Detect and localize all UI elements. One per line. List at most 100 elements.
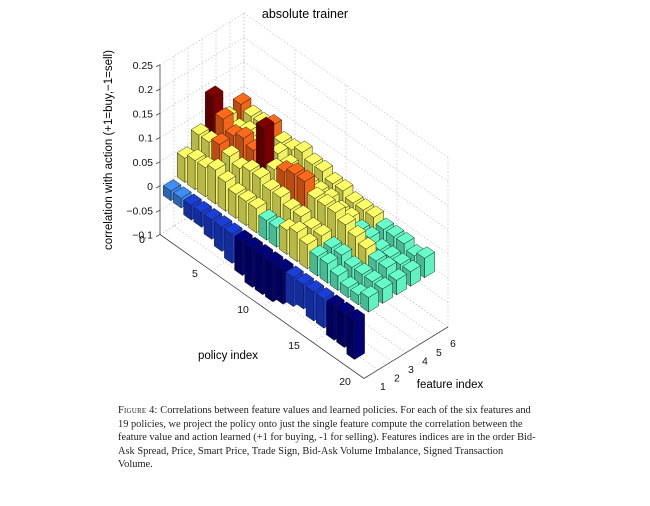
bar-chart-3d: absolute trainer correlation with action… [103,7,483,393]
bar-top [337,213,357,226]
bar-top [296,169,316,182]
bar-top [309,244,329,257]
bar-side [315,293,325,329]
feature-tick-label: 1 [380,381,386,393]
policy-tick-label: 20 [339,376,351,388]
bar-top [313,224,332,237]
feature-tick-label: 6 [450,338,456,350]
bar-top [204,85,224,98]
bar-top [319,252,339,265]
bar-top [242,104,262,117]
bar-side [197,161,206,198]
y-axis-label: feature index [417,379,484,391]
gridline [159,61,245,114]
z-tick-label: 0.05 [133,157,154,169]
bar-top [375,217,395,230]
bar-top [315,287,335,300]
z-tick-label: 0.15 [133,108,154,120]
z-tick-label: −0.05 [126,205,153,217]
bar-side [326,300,335,341]
z-tick-label: −0.1 [132,230,153,242]
bar-top [295,272,315,285]
bar-top [286,162,306,175]
bar-top [172,186,192,199]
bar-top [333,243,353,256]
gridline [159,37,245,90]
bar-top [282,197,302,210]
z-tick-label: 0.25 [133,60,154,72]
bar-top [217,170,237,183]
bar-side [244,242,253,288]
z-tick [155,161,161,165]
bar-top [302,216,322,230]
bar-top [254,244,274,257]
bar-top [235,126,255,139]
z-tick [155,64,161,68]
bar-top [255,116,275,129]
bar-top [244,236,264,249]
bar-side [275,264,284,305]
bar-top [223,222,243,235]
bar-top [274,258,294,271]
bar-side [217,176,226,212]
bar [360,285,380,313]
bar-top [385,224,405,237]
feature-tick-label: 4 [422,355,428,367]
bar-side [187,154,196,191]
bar-top [248,196,267,209]
bar-top [395,232,415,245]
policy-tick-label: 10 [237,304,249,316]
bar-top [365,205,385,218]
feature-tick-label: 2 [394,373,400,385]
z-tick-label: 0 [147,181,153,193]
bar-top [323,236,343,249]
bar-top [251,166,271,179]
chart-title: absolute trainer [262,7,348,21]
bar-top [374,277,394,290]
bar-top [193,200,213,213]
bar [388,268,408,296]
bar-top [272,185,292,198]
bar-side [336,307,345,348]
bar-top [381,245,401,258]
bar-side [224,228,233,264]
bar-top [327,201,346,214]
bar [346,308,366,360]
bar-top [344,191,364,204]
z-axis-label: correlation with action (+1=buy,−1=sell) [103,50,115,250]
bar-top [388,268,408,281]
figure-caption: Figure 4: Correlations between feature v… [118,404,538,472]
bar-top [304,152,323,165]
bar-top [258,208,278,221]
bar-top [190,123,210,136]
bar-top [221,144,241,157]
bar-top [273,131,293,144]
bar-top [288,220,308,233]
bar-top [367,249,387,262]
gridline [159,85,245,138]
bar-top [262,178,281,191]
z-tick-label: 0.1 [138,133,153,145]
caption-label: Figure 4: [118,405,158,416]
bar-side [254,250,263,296]
bar-side [207,164,216,205]
bar-top [237,189,257,202]
zero-label: 0 [139,234,145,246]
bar-top [186,148,206,161]
bar-top [392,252,411,265]
bar-top [241,159,261,172]
bar-top [371,238,391,251]
x-axis-label: policy index [198,350,258,362]
bar-top [353,262,373,275]
bar-top [355,198,374,211]
axis-labels: absolute trainer correlation with action… [103,7,483,393]
bar-top [211,132,230,145]
policy-tick-label: 15 [288,340,300,352]
bar-top [325,294,345,307]
z-tick [155,137,161,140]
bar-top [360,285,380,298]
bar-top [305,280,325,293]
bar-top [232,92,252,105]
bar-top [402,259,422,273]
bar-top [162,179,182,192]
